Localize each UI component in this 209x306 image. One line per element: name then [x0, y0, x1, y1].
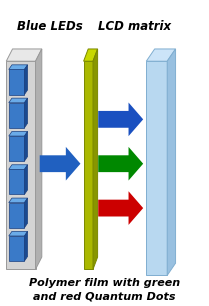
Text: Polymer film with green
and red Quantum Dots: Polymer film with green and red Quantum … — [29, 278, 180, 302]
FancyArrow shape — [40, 147, 80, 181]
Bar — [9, 136, 24, 161]
FancyArrow shape — [98, 191, 143, 225]
Polygon shape — [24, 198, 28, 228]
Polygon shape — [9, 132, 28, 136]
Polygon shape — [146, 49, 176, 61]
Bar — [146, 61, 167, 275]
Polygon shape — [9, 98, 28, 103]
Polygon shape — [9, 198, 28, 203]
Text: Blue LEDs: Blue LEDs — [17, 20, 83, 33]
Bar — [9, 169, 24, 194]
Bar — [6, 61, 36, 269]
Polygon shape — [24, 165, 28, 194]
Polygon shape — [84, 49, 98, 61]
Polygon shape — [9, 65, 28, 69]
Polygon shape — [9, 165, 28, 169]
Bar — [9, 69, 24, 95]
Polygon shape — [9, 231, 28, 236]
FancyArrow shape — [98, 103, 143, 136]
Bar — [9, 236, 24, 261]
Bar — [9, 103, 24, 128]
Polygon shape — [36, 49, 42, 269]
Bar — [9, 203, 24, 228]
Polygon shape — [24, 132, 28, 161]
Bar — [84, 61, 93, 269]
Polygon shape — [93, 49, 98, 269]
Polygon shape — [24, 231, 28, 261]
Text: LCD matrix: LCD matrix — [98, 20, 171, 33]
Polygon shape — [24, 65, 28, 95]
Polygon shape — [167, 49, 176, 275]
Polygon shape — [24, 98, 28, 128]
Polygon shape — [6, 49, 42, 61]
FancyArrow shape — [98, 147, 143, 181]
